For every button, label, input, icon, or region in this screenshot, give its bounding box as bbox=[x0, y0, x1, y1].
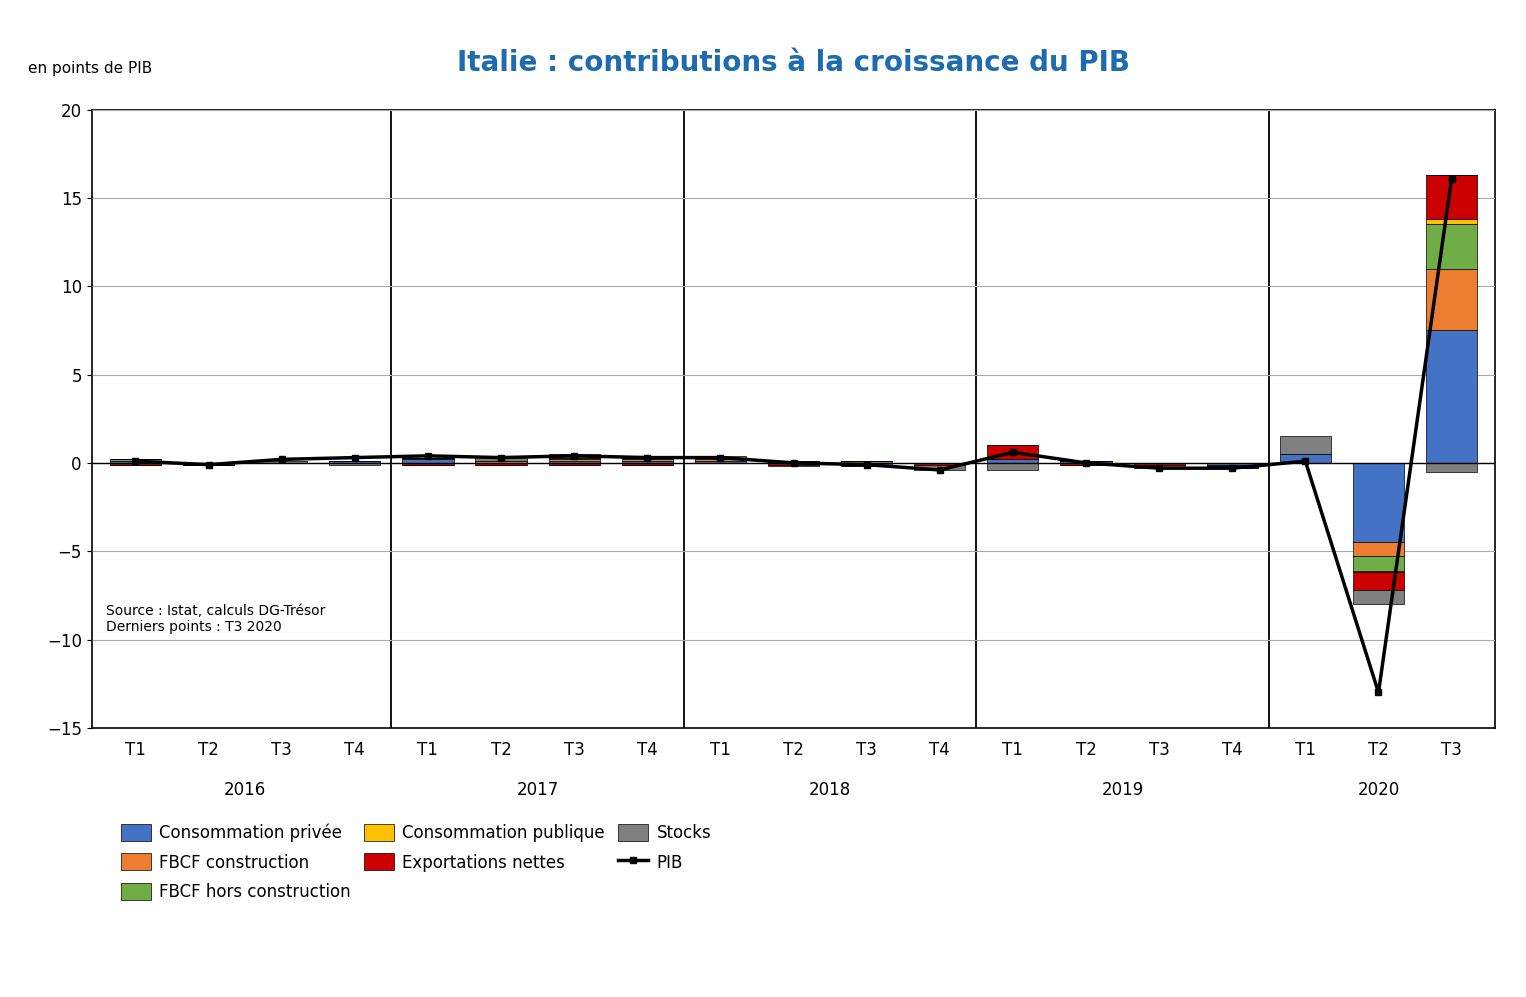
Title: Italie : contributions à la croissance du PIB: Italie : contributions à la croissance d… bbox=[456, 49, 1131, 77]
Bar bbox=[1354, 463, 1404, 542]
Bar bbox=[330, 463, 380, 465]
Text: en points de PIB: en points de PIB bbox=[29, 61, 153, 76]
Bar bbox=[987, 460, 1039, 463]
Text: 2018: 2018 bbox=[809, 781, 852, 799]
Bar bbox=[768, 465, 819, 467]
Bar bbox=[403, 463, 453, 465]
Bar bbox=[841, 465, 893, 467]
Bar bbox=[1354, 590, 1404, 604]
Bar bbox=[476, 463, 526, 465]
Bar bbox=[621, 462, 673, 463]
Bar bbox=[841, 463, 893, 465]
Bar bbox=[256, 462, 307, 463]
Bar bbox=[1425, 224, 1477, 268]
Text: 2017: 2017 bbox=[516, 781, 559, 799]
Bar bbox=[110, 460, 162, 462]
Bar bbox=[548, 460, 600, 462]
Bar bbox=[1425, 175, 1477, 219]
Bar bbox=[987, 463, 1039, 470]
Bar bbox=[841, 462, 893, 463]
Text: 2019: 2019 bbox=[1102, 781, 1143, 799]
Bar bbox=[1425, 219, 1477, 224]
Legend: Consommation privée, FBCF construction, FBCF hors construction, Consommation pub: Consommation privée, FBCF construction, … bbox=[114, 817, 717, 908]
Bar bbox=[987, 446, 1039, 460]
Bar bbox=[1354, 570, 1404, 572]
Bar bbox=[914, 465, 966, 470]
Bar bbox=[694, 462, 746, 463]
Bar bbox=[1207, 463, 1257, 465]
Bar bbox=[914, 463, 966, 465]
Bar bbox=[1207, 465, 1257, 467]
Bar bbox=[1061, 463, 1111, 465]
Bar bbox=[183, 463, 233, 465]
Bar bbox=[1061, 462, 1111, 463]
Bar bbox=[1207, 467, 1257, 469]
Bar bbox=[1354, 542, 1404, 556]
Bar bbox=[1280, 437, 1331, 454]
Bar bbox=[1134, 463, 1184, 465]
Bar bbox=[330, 462, 380, 463]
Bar bbox=[694, 456, 746, 458]
Bar bbox=[476, 462, 526, 463]
Bar bbox=[403, 458, 453, 460]
Bar bbox=[1280, 454, 1331, 463]
Text: 2020: 2020 bbox=[1357, 781, 1399, 799]
Bar bbox=[621, 460, 673, 462]
Bar bbox=[1425, 330, 1477, 463]
Bar bbox=[110, 463, 162, 465]
Bar bbox=[1425, 268, 1477, 330]
Bar bbox=[548, 462, 600, 463]
Bar bbox=[694, 458, 746, 460]
Bar bbox=[621, 458, 673, 460]
Text: 2016: 2016 bbox=[224, 781, 266, 799]
Bar bbox=[1425, 463, 1477, 472]
Bar bbox=[476, 456, 526, 462]
Bar bbox=[548, 463, 600, 465]
Text: Source : Istat, calculs DG-Trésor
Derniers points : T3 2020: Source : Istat, calculs DG-Trésor Dernie… bbox=[105, 604, 325, 634]
Bar bbox=[1354, 556, 1404, 570]
Bar bbox=[403, 460, 453, 463]
Bar bbox=[768, 462, 819, 463]
Bar bbox=[621, 463, 673, 465]
Bar bbox=[548, 458, 600, 460]
Bar bbox=[694, 460, 746, 462]
Bar bbox=[548, 454, 600, 458]
Bar bbox=[768, 463, 819, 465]
Bar bbox=[1354, 572, 1404, 590]
Bar bbox=[1134, 465, 1184, 469]
Bar bbox=[110, 462, 162, 463]
